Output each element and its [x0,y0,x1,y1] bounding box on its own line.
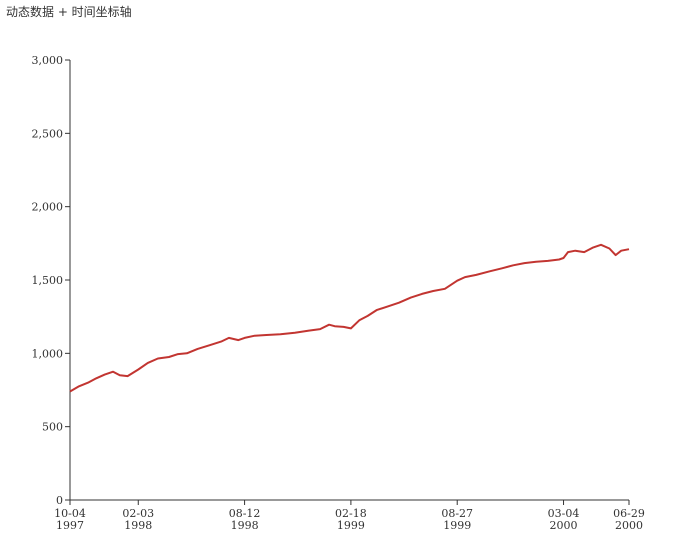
series-layer [69,243,630,393]
series-line [69,243,630,393]
x-tick-label: 08-12 [229,507,261,520]
y-tick-label: 3,000 [32,54,64,67]
x-tick-label-year: 1999 [443,519,471,532]
x-tick-label-year: 1998 [231,519,259,532]
y-tick-label: 0 [56,494,63,507]
x-tick-label: 08-27 [441,507,473,520]
x-tick-label: 06-29 [613,507,645,520]
x-tick-label-year: 1997 [56,519,84,532]
x-tick-label: 03-04 [548,507,580,520]
y-tick-label: 1,500 [32,274,64,287]
y-tick-label: 2,500 [32,127,64,140]
x-tick-label-year: 2000 [550,519,578,532]
x-tick-label: 02-03 [122,507,154,520]
x-tick-label: 02-18 [335,507,367,520]
x-tick-label-year: 1998 [124,519,152,532]
y-axis: 0 500 1,000 1,500 2,000 2,500 3,000 [32,54,71,507]
x-tick-label-year: 2000 [615,519,643,532]
chart-title: 动态数据 + 时间坐标轴 [6,5,132,19]
x-tick-label: 10-04 [54,507,86,520]
x-tick-label-year: 1999 [337,519,365,532]
x-axis: 10-04199702-03199808-12199802-18199908-2… [54,499,645,532]
y-tick-label: 2,000 [32,201,64,214]
y-tick-label: 1,000 [32,347,64,360]
y-tick-label: 500 [42,421,63,434]
